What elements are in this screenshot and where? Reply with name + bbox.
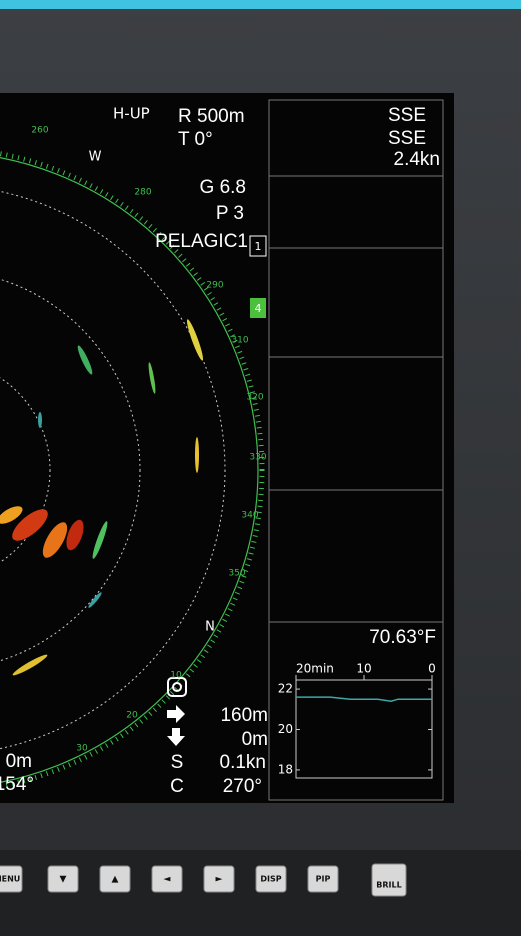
tilt: T 0° xyxy=(178,129,213,150)
button-label[interactable]: DISP xyxy=(260,875,281,884)
bearing-label: 340 xyxy=(241,511,258,521)
bearing-label: 30 xyxy=(76,744,88,754)
screen xyxy=(0,93,454,803)
bearing-label: 20 xyxy=(126,711,138,721)
mode: H-UP xyxy=(113,105,150,123)
current-dir: SSE xyxy=(388,105,426,126)
button[interactable]: ▼ xyxy=(47,865,79,893)
mode-box xyxy=(249,235,267,257)
box-label: 4 xyxy=(255,302,262,315)
button-face[interactable] xyxy=(255,865,287,893)
range-ring xyxy=(0,278,141,662)
bearing-label: 10 xyxy=(170,671,182,681)
bearing-ticks xyxy=(0,151,265,789)
button[interactable]: MENU xyxy=(0,865,23,893)
x-tick-label: 20min xyxy=(296,662,334,676)
bearing-ring xyxy=(0,157,259,783)
bearing-label: 290 xyxy=(206,281,223,291)
temp-line xyxy=(296,696,432,702)
speed-label: S xyxy=(171,752,184,773)
gain: G 6.8 xyxy=(200,177,246,198)
button-label[interactable]: PIP xyxy=(316,875,331,884)
button-label[interactable]: ▲ xyxy=(112,875,119,885)
bearing-label: 330 xyxy=(249,453,266,463)
range: R 500m xyxy=(178,106,245,127)
course: 270° xyxy=(223,776,262,797)
horizontal-range: 160m xyxy=(220,705,268,726)
bearing-label: 310 xyxy=(231,336,248,346)
range-ring xyxy=(0,190,226,750)
icons xyxy=(167,677,187,746)
box-label: 1 xyxy=(255,240,262,253)
button-face[interactable] xyxy=(99,865,131,893)
right-panel xyxy=(268,99,444,801)
bearing-label: W xyxy=(89,150,102,165)
bearing-label: 350 xyxy=(228,569,245,579)
echoes xyxy=(0,319,204,676)
temperature: 70.63°F xyxy=(369,627,436,648)
button[interactable]: PIP xyxy=(307,865,339,893)
button[interactable]: ◄ xyxy=(151,865,183,893)
bearing-label: N xyxy=(205,620,215,635)
button-strip xyxy=(0,850,521,936)
current-speed: 2.4kn xyxy=(394,149,440,170)
course-label: C xyxy=(170,776,184,797)
marker-box xyxy=(250,298,266,318)
button-face[interactable] xyxy=(47,865,79,893)
button[interactable]: BRILL xyxy=(371,863,407,897)
top-strip xyxy=(0,0,521,9)
button-face[interactable] xyxy=(307,865,339,893)
pulse: P 3 xyxy=(216,203,244,224)
bearing-label: 280 xyxy=(134,188,151,198)
button-face[interactable] xyxy=(0,865,23,893)
radar-view xyxy=(0,151,265,789)
button-face[interactable] xyxy=(371,863,407,897)
speed: 0.1kn xyxy=(220,752,266,773)
range-ring xyxy=(0,377,51,563)
button[interactable]: DISP xyxy=(255,865,287,893)
button-label[interactable]: BRILL xyxy=(376,881,401,890)
y-tick-label: 20 xyxy=(278,722,293,736)
y-tick-label: 22 xyxy=(278,682,293,696)
button-label[interactable]: MENU xyxy=(0,875,20,884)
bearing-label: 320 xyxy=(246,393,263,403)
vertical-range: 0m xyxy=(242,729,268,750)
x-tick-label: 10 xyxy=(356,662,371,676)
button-label[interactable]: ◄ xyxy=(164,875,171,885)
button-label[interactable]: ► xyxy=(216,875,223,885)
y-tick-label: 18 xyxy=(278,762,293,776)
bearing: 154° xyxy=(0,774,34,795)
bearing-label: 260 xyxy=(31,126,48,136)
button-face[interactable] xyxy=(151,865,183,893)
depth: 0m xyxy=(6,751,32,772)
mode-name: PELAGIC1 xyxy=(155,231,248,252)
button-face[interactable] xyxy=(203,865,235,893)
x-tick-label: 0 xyxy=(428,662,436,676)
button-label[interactable]: ▼ xyxy=(60,875,67,885)
current-dir: SSE xyxy=(388,128,426,149)
button[interactable]: ► xyxy=(203,865,235,893)
button[interactable]: ▲ xyxy=(99,865,131,893)
